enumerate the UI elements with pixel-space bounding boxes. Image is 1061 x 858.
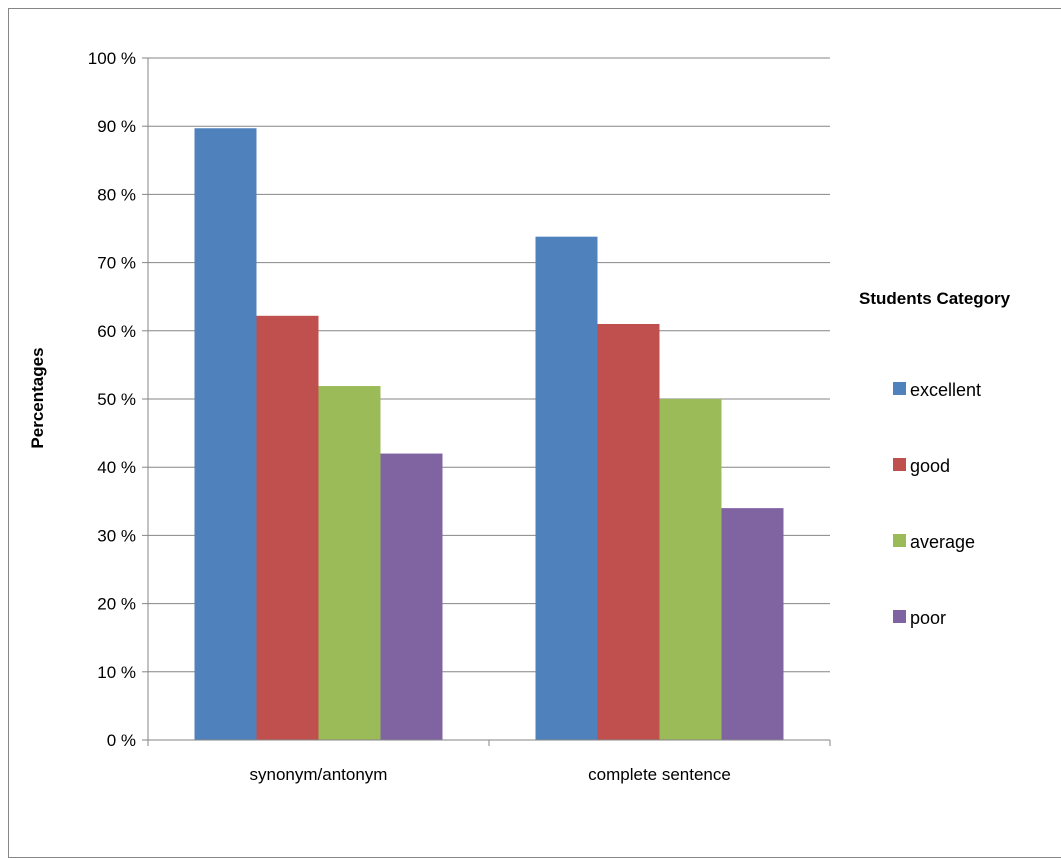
x-tick-label: synonym/antonym (250, 765, 388, 784)
legend-swatch-poor (893, 610, 906, 623)
y-tick-label: 10 % (97, 663, 136, 682)
y-tick-label: 30 % (97, 526, 136, 545)
y-tick-label: 20 % (97, 595, 136, 614)
bar-average (659, 399, 722, 740)
bar-excellent (194, 128, 257, 741)
y-tick-label: 0 % (107, 731, 136, 750)
y-tick-label: 40 % (97, 458, 136, 477)
y-axis: 0 % 10 % 20 % 30 % 40 % 50 % 60 % 70 % 80 % 90 % 1… (88, 49, 149, 750)
y-tick-label: 100 % (88, 49, 136, 68)
legend-label-average: average (910, 532, 975, 552)
legend-label-poor: poor (910, 608, 946, 628)
bars (194, 128, 784, 741)
legend-swatch-good (893, 458, 906, 471)
y-axis-label: Percentages (28, 347, 47, 448)
legend-label-good: good (910, 456, 950, 476)
x-axis: synonym/antonym complete sentence (147, 739, 831, 784)
y-tick-label: 80 % (97, 185, 136, 204)
y-tick-label: 60 % (97, 322, 136, 341)
y-tick-label: 90 % (97, 117, 136, 136)
bar-good (597, 323, 660, 740)
bar-excellent (535, 236, 598, 740)
legend-title: Students Category (859, 289, 1011, 308)
y-tick-label: 50 % (97, 390, 136, 409)
x-tick-label: complete sentence (588, 765, 731, 784)
bar-poor (721, 508, 784, 740)
bar-average (318, 386, 381, 740)
legend-swatch-excellent (893, 382, 906, 395)
y-tick-label: 70 % (97, 254, 136, 273)
legend: Students Category excellent good average po… (859, 289, 1011, 628)
bar-poor (380, 453, 443, 740)
bar-good (256, 315, 319, 740)
legend-swatch-average (893, 534, 906, 547)
legend-label-excellent: excellent (910, 380, 981, 400)
